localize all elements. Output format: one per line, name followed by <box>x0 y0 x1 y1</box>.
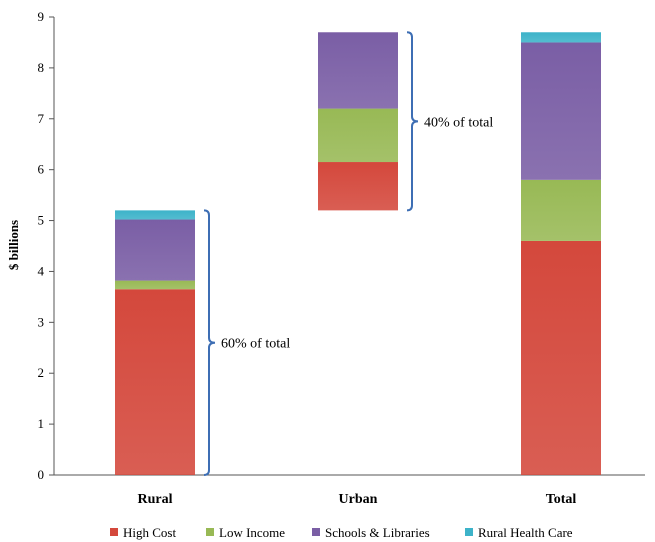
bar-segment <box>521 179 601 241</box>
annotation-label: 60% of total <box>221 337 290 352</box>
bars <box>115 32 601 475</box>
bracket <box>203 209 216 476</box>
legend-swatch <box>312 528 320 536</box>
bar-segment <box>521 42 601 180</box>
legend-label: Schools & Libraries <box>325 525 430 540</box>
y-tick-label: 4 <box>38 263 45 278</box>
y-tick-label: 7 <box>38 111 45 126</box>
legend: High Cost Low Income Schools & Libraries Ru… <box>110 525 573 540</box>
legend-label: High Cost <box>123 525 176 540</box>
y-tick-label: 9 <box>38 9 45 24</box>
bar-segment <box>318 32 398 109</box>
legend-swatch <box>206 528 214 536</box>
x-axis: Rural Urban Total <box>54 474 645 507</box>
y-tick-label: 0 <box>38 467 45 482</box>
bar-segment <box>115 280 195 290</box>
legend-label: Rural Health Care <box>478 525 573 540</box>
bar-segment <box>115 219 195 281</box>
annotation-label: 40% of total <box>424 115 493 130</box>
bar-segment <box>318 108 398 163</box>
bar-segment <box>521 240 601 475</box>
y-tick-label: 6 <box>38 162 45 177</box>
x-tick-label: Rural <box>138 492 173 507</box>
y-tick-label: 1 <box>38 416 45 431</box>
legend-label: Low Income <box>219 525 285 540</box>
x-tick-label: Total <box>546 492 577 507</box>
x-tick-label: Urban <box>339 492 378 507</box>
y-tick-label: 8 <box>38 60 45 75</box>
bar-segment <box>115 289 195 475</box>
y-tick-label: 3 <box>38 314 45 329</box>
annotations: 60% of total 40% of total <box>203 31 493 476</box>
legend-swatch <box>465 528 473 536</box>
y-tick-label: 5 <box>38 213 45 228</box>
y-tick-label: 2 <box>38 365 45 380</box>
bar-segment <box>318 162 398 211</box>
y-axis: 0 1 2 3 4 5 6 7 8 9 <box>38 9 55 482</box>
legend-swatch <box>110 528 118 536</box>
bar-segment <box>521 32 601 43</box>
bracket <box>406 31 419 212</box>
bar-segment <box>115 210 195 220</box>
y-axis-label: $ billions <box>6 220 21 270</box>
